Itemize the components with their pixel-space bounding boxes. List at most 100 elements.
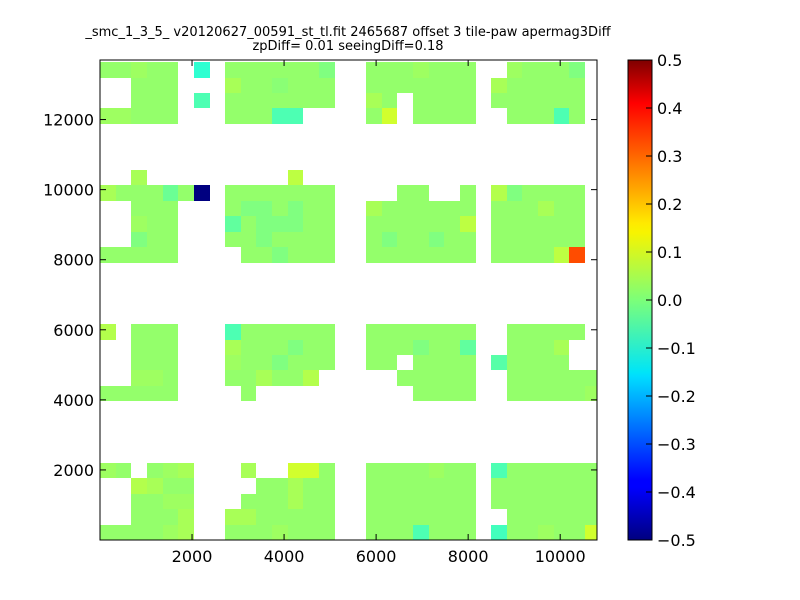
- heatmap-cell: [554, 509, 569, 525]
- heatmap-cell: [554, 370, 569, 386]
- heatmap-cell: [147, 478, 163, 494]
- heatmap-cell: [288, 78, 303, 93]
- heatmap-cell: [241, 463, 256, 478]
- heatmap-cell: [256, 232, 272, 247]
- heatmap-cell: [507, 509, 522, 525]
- heatmap-cell: [413, 324, 429, 340]
- heatmap-cell: [429, 478, 444, 494]
- heatmap-cell: [303, 355, 319, 370]
- heatmap-cell: [585, 509, 597, 525]
- heatmap-cell: [538, 247, 554, 263]
- heatmap-cell: [382, 355, 397, 370]
- heatmap-cell: [554, 232, 569, 247]
- heatmap-cell: [256, 78, 272, 93]
- heatmap-cell: [241, 494, 256, 509]
- heatmap-cell: [569, 478, 585, 494]
- heatmap-cell: [241, 370, 256, 386]
- heatmap-cell: [491, 494, 507, 509]
- heatmap-cell: [288, 108, 303, 124]
- heatmap-cell: [522, 62, 538, 78]
- heatmap-cell: [413, 62, 429, 78]
- heatmap-cell: [397, 201, 413, 216]
- heatmap-cell: [272, 370, 288, 386]
- heatmap-cell: [288, 62, 303, 78]
- heatmap-cell: [429, 201, 444, 216]
- heatmap-cell: [241, 216, 256, 232]
- heatmap-cell: [256, 509, 272, 525]
- heatmap-cell: [522, 78, 538, 93]
- heatmap-cell: [366, 525, 382, 540]
- heatmap-cell: [460, 216, 476, 232]
- y-tick-label: 12000: [43, 111, 94, 130]
- heatmap-cell: [131, 370, 147, 386]
- heatmap-cell: [429, 247, 444, 263]
- heatmap-cell: [507, 478, 522, 494]
- heatmap-cell: [366, 216, 382, 232]
- heatmap-cell: [460, 232, 476, 247]
- heatmap-cell: [303, 340, 319, 355]
- heatmap-cell: [397, 232, 413, 247]
- colorbar-tick-label: −0.3: [657, 435, 696, 454]
- heatmap-cell: [397, 340, 413, 355]
- heatmap-cell: [554, 525, 569, 540]
- heatmap-cell: [163, 185, 178, 201]
- heatmap-cell: [319, 78, 335, 93]
- heatmap-cell: [256, 62, 272, 78]
- heatmap-cell: [303, 232, 319, 247]
- heatmap-cell: [397, 62, 413, 78]
- heatmap-cell: [491, 232, 507, 247]
- heatmap-cell: [538, 62, 554, 78]
- y-axis: 2000 4000 6000 8000 10000 12000: [43, 111, 597, 480]
- heatmap-cell: [538, 78, 554, 93]
- heatmap-cell: [522, 494, 538, 509]
- heatmap-cell: [178, 494, 194, 509]
- heatmap-cell: [225, 340, 241, 355]
- heatmap-cell: [507, 355, 522, 370]
- heatmap-cell: [569, 247, 585, 263]
- heatmap-cell: [131, 62, 147, 78]
- heatmap-cell: [241, 386, 256, 401]
- heatmap-cell: [554, 247, 569, 263]
- heatmap-cell: [366, 108, 382, 124]
- heatmap-cell: [303, 324, 319, 340]
- heatmap-cell: [444, 386, 460, 401]
- heatmap-cell: [225, 216, 241, 232]
- heatmap-cell: [569, 386, 585, 401]
- colorbar-tick-label: 0.0: [657, 291, 682, 310]
- heatmap-cell: [397, 324, 413, 340]
- heatmap-cell: [491, 525, 507, 540]
- heatmap-cell: [397, 463, 413, 478]
- heatmap-cell: [382, 201, 397, 216]
- heatmap-cell: [444, 525, 460, 540]
- heatmap-cell: [507, 78, 522, 93]
- x-axis: 2000 4000 6000 8000 10000: [172, 60, 586, 566]
- heatmap-cell: [413, 525, 429, 540]
- heatmap-cell: [163, 494, 178, 509]
- heatmap-cell: [366, 62, 382, 78]
- heatmap-cell: [178, 463, 194, 478]
- heatmap-cell: [288, 216, 303, 232]
- heatmap-cell: [460, 324, 476, 340]
- heatmap-cell: [538, 216, 554, 232]
- heatmap-cell: [382, 93, 397, 108]
- heatmap-cell: [366, 324, 382, 340]
- heatmap-cell: [585, 478, 597, 494]
- heatmap-cell: [569, 509, 585, 525]
- heatmap-cell: [131, 232, 147, 247]
- heatmap-cell: [538, 478, 554, 494]
- heatmap-cell: [147, 185, 163, 201]
- heatmap-cell: [397, 185, 413, 201]
- heatmap-cell: [554, 78, 569, 93]
- heatmap-cell: [522, 478, 538, 494]
- heatmap-cell: [272, 216, 288, 232]
- heatmap-cell: [147, 340, 163, 355]
- heatmap-cell: [225, 232, 241, 247]
- heatmap-cell: [413, 216, 429, 232]
- heatmap-cell: [460, 509, 476, 525]
- heatmap-cell: [319, 216, 335, 232]
- heatmap-cell: [413, 340, 429, 355]
- heatmap-cell: [241, 93, 256, 108]
- heatmap-cell: [272, 247, 288, 263]
- heatmap-cell: [116, 185, 131, 201]
- heatmap-cell: [382, 78, 397, 93]
